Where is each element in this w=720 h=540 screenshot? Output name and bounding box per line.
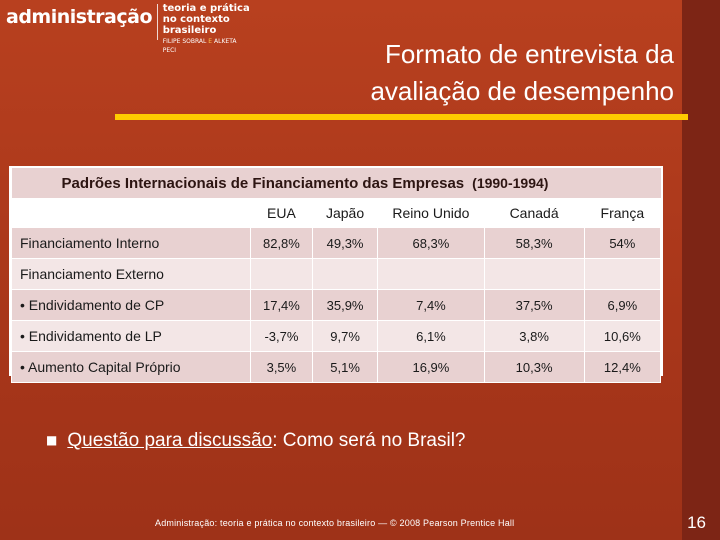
- logo-sub-line1: teoria e prática: [162, 3, 250, 14]
- table-cell: 12,4%: [583, 351, 662, 383]
- table-cell: [311, 258, 379, 290]
- question-label: Questão para discussão: [67, 430, 273, 451]
- table-row: • Aumento Capital Próprio 3,5% 5,1% 16,9…: [10, 351, 662, 383]
- table-cell: 9,7%: [311, 320, 379, 352]
- logo-subtitle: teoria e prática no contexto brasileiro …: [163, 0, 250, 55]
- discussion-question: ■ Questão para discussão: Como será no Br…: [46, 430, 466, 452]
- logo-author2: ALKETA PECI: [162, 38, 237, 54]
- column-header: França: [583, 198, 662, 228]
- question-text: : Como será no Brasil?: [272, 430, 466, 451]
- table-cell: 68,3%: [377, 227, 485, 259]
- table-row: • Endividamento de CP 17,4% 35,9% 7,4% 3…: [10, 289, 662, 321]
- column-header: EUA: [250, 198, 313, 228]
- table-cell: 3,5%: [250, 351, 313, 383]
- title-underline-bar: [115, 114, 688, 120]
- row-label: • Endividamento de LP: [10, 320, 252, 352]
- financing-table: Padrões Internacionais de Financiamento …: [10, 168, 662, 383]
- table-cell: 10,6%: [583, 320, 662, 352]
- logo-author1: FILIPE SOBRAL: [162, 38, 207, 45]
- table-cell: 5,1%: [311, 351, 379, 383]
- row-label: Financiamento Externo: [10, 258, 252, 290]
- table-caption: Padrões Internacionais de Financiamento …: [11, 168, 661, 199]
- table-caption-years: (1990-1994): [472, 174, 549, 191]
- table-cell: 7,4%: [377, 289, 485, 321]
- column-header: Japão: [311, 198, 379, 228]
- table-cell: 37,5%: [483, 289, 585, 321]
- table-row: Financiamento Interno 82,8% 49,3% 68,3% …: [10, 227, 662, 259]
- logo-amp: E: [208, 38, 213, 45]
- table-cell: 82,8%: [250, 227, 313, 259]
- row-label: Financiamento Interno: [10, 227, 252, 259]
- table-caption-text: Padrões Internacionais de Financiamento …: [61, 174, 465, 192]
- column-header: [10, 198, 252, 228]
- publisher-logo: administração teoria e prática no contex…: [0, 0, 250, 54]
- column-header: Reino Unido: [377, 198, 485, 228]
- page-number: 16: [687, 513, 706, 532]
- table-row: Financiamento Externo: [10, 258, 662, 290]
- table-cell: 49,3%: [311, 227, 379, 259]
- table-cell: [250, 258, 313, 290]
- table-cell: 6,1%: [377, 320, 485, 352]
- table-cell: [377, 258, 485, 290]
- slide-title-line2: avaliação de desempenho: [370, 76, 674, 106]
- table-cell: [483, 258, 585, 290]
- table-cell: [583, 258, 662, 290]
- table-cell: 35,9%: [311, 289, 379, 321]
- right-decorative-band: [682, 0, 720, 540]
- table-cell: 54%: [583, 227, 662, 259]
- column-header: Canadá: [483, 198, 585, 228]
- table-cell: 6,9%: [583, 289, 662, 321]
- row-label: • Endividamento de CP: [10, 289, 252, 321]
- table-cell: 58,3%: [483, 227, 585, 259]
- logo-authors: FILIPE SOBRAL E ALKETA PECI: [163, 37, 250, 55]
- table-cell: 3,8%: [483, 320, 585, 352]
- table-row: • Endividamento de LP -3,7% 9,7% 6,1% 3,…: [10, 320, 662, 352]
- table-cell: 17,4%: [250, 289, 313, 321]
- slide-title: Formato de entrevista da avaliação de de…: [244, 36, 674, 110]
- logo-separator: [157, 4, 158, 40]
- slide-title-line1: Formato de entrevista da: [384, 39, 674, 69]
- row-label: • Aumento Capital Próprio: [10, 351, 252, 383]
- logo-title: administração: [6, 6, 153, 28]
- financing-table-container: Padrões Internacionais de Financiamento …: [9, 166, 663, 383]
- table-cell: -3,7%: [250, 320, 313, 352]
- table-cell: 16,9%: [377, 351, 485, 383]
- logo-sub-line2: no contexto brasileiro: [162, 14, 230, 36]
- copyright-footer: Administração: teoria e prática no conte…: [155, 518, 515, 528]
- table-header-row: EUA Japão Reino Unido Canadá França: [10, 198, 662, 228]
- square-bullet-icon: ■: [46, 433, 58, 447]
- table-cell: 10,3%: [483, 351, 585, 383]
